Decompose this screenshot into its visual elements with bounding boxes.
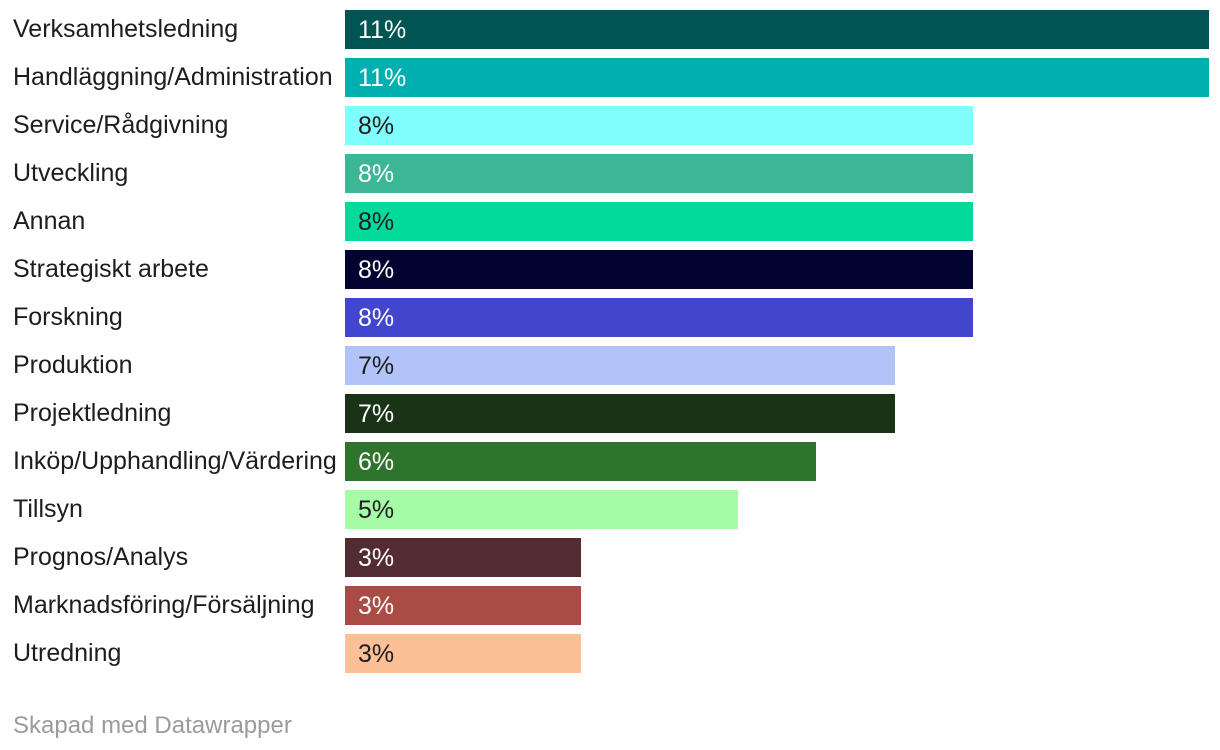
bar: 8% — [345, 250, 973, 289]
value-label: 8% — [358, 112, 395, 140]
category-label: Utveckling — [13, 159, 129, 187]
bar-row: Inköp/Upphandling/Värdering 6% — [0, 442, 1220, 490]
bar: 6% — [345, 442, 816, 481]
bar-row: Tillsyn 5% — [0, 490, 1220, 538]
bar-row: Service/Rådgivning 8% — [0, 106, 1220, 154]
value-label: 8% — [358, 304, 395, 332]
value-label: 3% — [358, 544, 395, 572]
bar: 5% — [345, 490, 738, 529]
category-label: Tillsyn — [13, 495, 83, 523]
category-label: Utredning — [13, 639, 122, 667]
category-label: Verksamhetsledning — [13, 15, 239, 43]
bar: 8% — [345, 298, 973, 337]
bar: 11% — [345, 10, 1209, 49]
category-label: Produktion — [13, 351, 133, 379]
category-label: Inköp/Upphandling/Värdering — [13, 447, 337, 475]
bar-row: Forskning 8% — [0, 298, 1220, 346]
bar-row: Produktion 7% — [0, 346, 1220, 394]
value-label: 7% — [358, 400, 395, 428]
datawrapper-attribution-link[interactable]: Skapad med Datawrapper — [13, 712, 292, 739]
category-label: Prognos/Analys — [13, 543, 189, 571]
value-label: 7% — [358, 352, 395, 380]
bar: 8% — [345, 106, 973, 145]
bar-row: Annan 8% — [0, 202, 1220, 250]
bar: 7% — [345, 394, 895, 433]
value-label: 5% — [358, 496, 395, 524]
category-label: Annan — [13, 207, 86, 235]
value-label: 6% — [358, 448, 395, 476]
value-label: 8% — [358, 160, 395, 188]
bar-row: Handläggning/Administration 11% — [0, 58, 1220, 106]
bar-row: Utveckling 8% — [0, 154, 1220, 202]
value-label: 8% — [358, 256, 395, 284]
category-label: Projektledning — [13, 399, 172, 427]
value-label: 3% — [358, 592, 395, 620]
bar-row: Prognos/Analys 3% — [0, 538, 1220, 586]
category-label: Forskning — [13, 303, 123, 331]
bar-row: Projektledning 7% — [0, 394, 1220, 442]
bar: 7% — [345, 346, 895, 385]
bar-row: Strategiskt arbete 8% — [0, 250, 1220, 298]
value-label: 11% — [358, 64, 407, 92]
value-label: 11% — [358, 16, 407, 44]
value-label: 3% — [358, 640, 395, 668]
bar: 8% — [345, 154, 973, 193]
bar: 3% — [345, 634, 581, 673]
category-label: Handläggning/Administration — [13, 63, 333, 91]
bar-row: Utredning 3% — [0, 634, 1220, 682]
bars-area: Verksamhetsledning 11% Handläggning/Admini… — [0, 10, 1220, 682]
category-label: Strategiskt arbete — [13, 255, 209, 283]
bar: 11% — [345, 58, 1209, 97]
bar-row: Verksamhetsledning 11% — [0, 10, 1220, 58]
bar-row: Marknadsföring/Försäljning 3% — [0, 586, 1220, 634]
bar: 3% — [345, 538, 581, 577]
category-label: Service/Rådgivning — [13, 111, 229, 139]
bar: 8% — [345, 202, 973, 241]
value-label: 8% — [358, 208, 395, 236]
bar: 3% — [345, 586, 581, 625]
category-label: Marknadsföring/Försäljning — [13, 591, 315, 619]
